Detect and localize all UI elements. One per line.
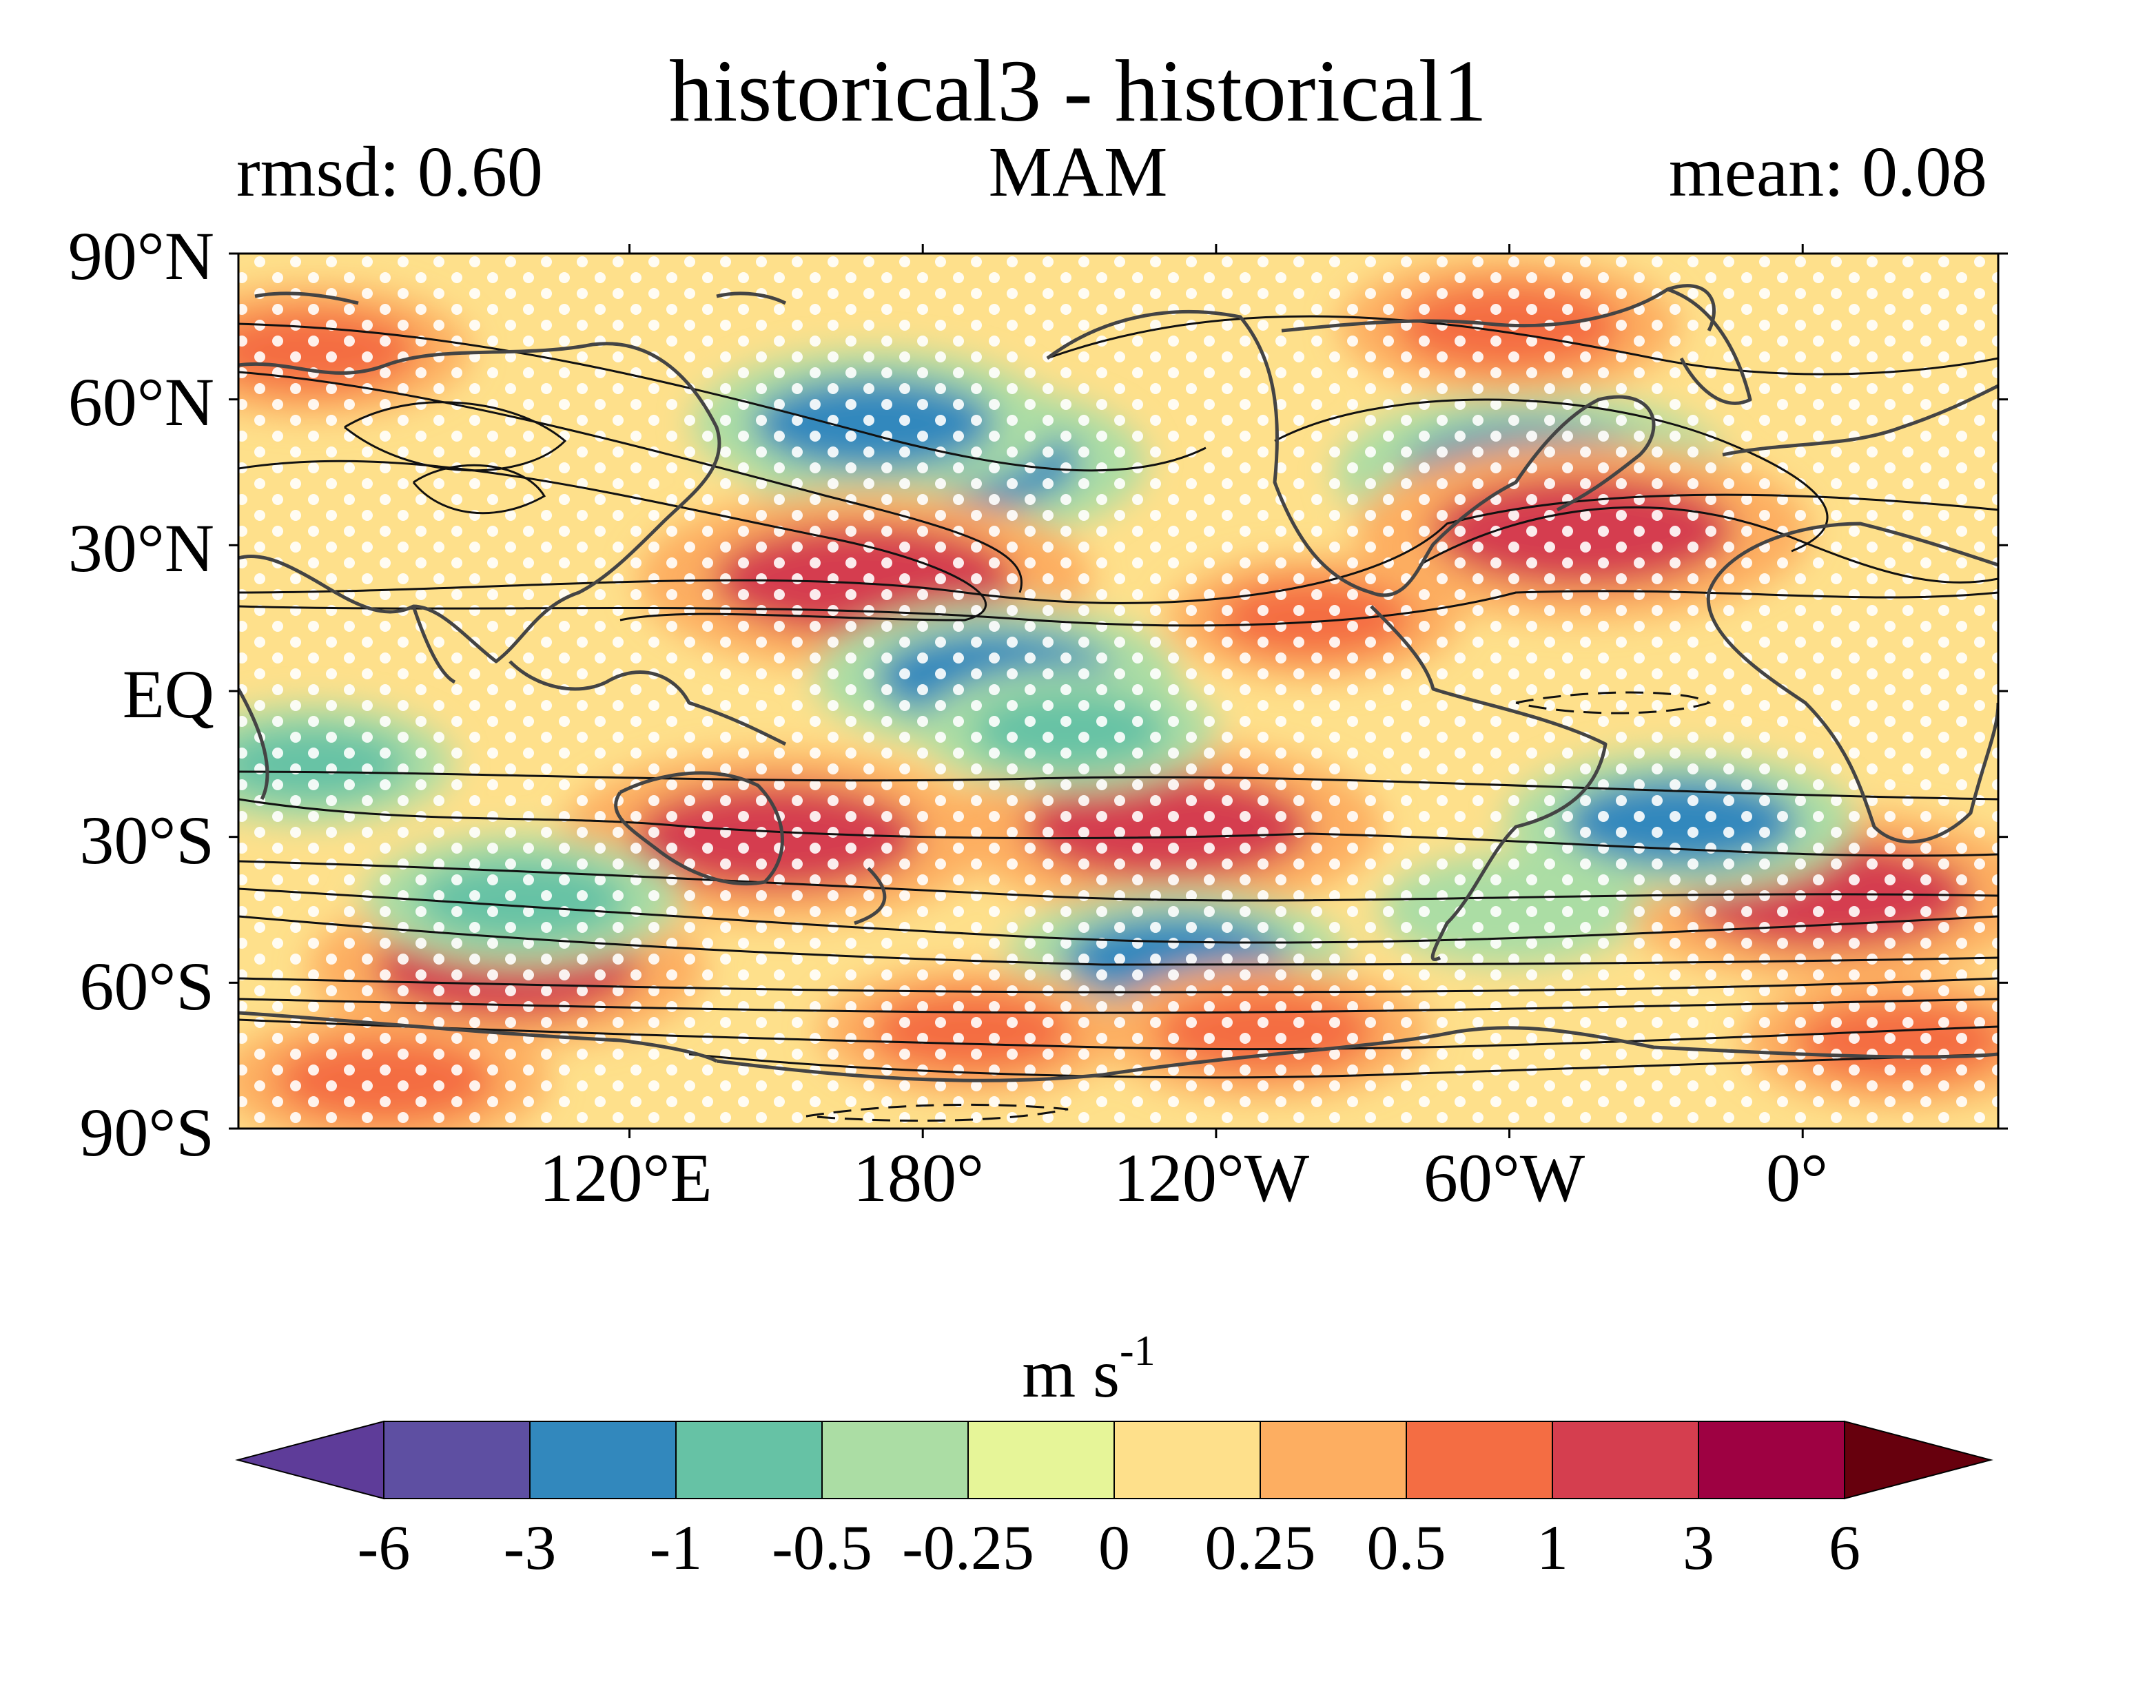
colorbar-tick-label: 1 (1537, 1512, 1568, 1583)
units-exponent: -1 (1120, 1328, 1156, 1375)
coastline-antarctica-west (238, 1011, 718, 1063)
coastline-south-america (1370, 605, 1608, 961)
coastlines (238, 284, 1998, 1082)
contour-line (238, 977, 1998, 994)
contour-line (1419, 506, 1998, 584)
coastline-greenland (1667, 287, 1752, 405)
colorbar-segment (529, 1421, 677, 1499)
contour-line (344, 401, 567, 472)
contour-line-negative (805, 1103, 1069, 1122)
colorbar-tick-label: 6 (1829, 1512, 1860, 1583)
colorbar-segment (1113, 1421, 1261, 1499)
colorbar-tick-label: -6 (357, 1512, 411, 1583)
season-annotation: MAM (988, 132, 1168, 212)
coastline-arctic-canada (1281, 284, 1716, 333)
colorbar-tick-label: -3 (503, 1512, 557, 1583)
contour-line (238, 860, 1998, 902)
contour-line-negative (1515, 691, 1712, 714)
contour-line (238, 322, 1207, 472)
colorbar-tick-label: -0.5 (772, 1512, 872, 1583)
colorbar-segment (821, 1421, 969, 1499)
colorbar-segment (1552, 1421, 1699, 1499)
contour-line (238, 998, 1998, 1014)
contour-line (238, 371, 1023, 593)
contour-line (238, 493, 1998, 604)
coastline-arctic-islands (716, 291, 787, 305)
mean-annotation: mean: 0.08 (1668, 132, 1987, 212)
colorbar-tick-label: -0.25 (902, 1512, 1034, 1583)
contour-line (238, 590, 1998, 627)
coastline-new-zealand (854, 867, 887, 925)
colorbar-segment (675, 1421, 823, 1499)
colorbar (235, 1420, 1993, 1500)
coastline-eurasia (238, 342, 721, 663)
contour-line (238, 915, 1998, 966)
colorbar-segment (383, 1421, 531, 1499)
colorbar-segment (1260, 1421, 1407, 1499)
colorbar-units: m s-1 (0, 1330, 2156, 1408)
colorbar-segment (1698, 1421, 1845, 1499)
colorbar-tick-label: -1 (649, 1512, 703, 1583)
y-tick-label: EQ (122, 656, 214, 732)
coastline-north-america (1046, 310, 1656, 597)
coastline-arctic-islands (254, 291, 359, 305)
coastline-antarctica (716, 1026, 1998, 1082)
contour-line (238, 887, 1998, 944)
x-tick-label: 0° (1766, 1140, 1828, 1216)
colorbar-extend-low (235, 1420, 384, 1500)
y-tick-label: 90°N (68, 218, 214, 294)
map-title: historical3 - historical1 (668, 42, 1488, 140)
colorbar-tick-label: 0.5 (1366, 1512, 1446, 1583)
coastline-africa-east (238, 688, 269, 801)
y-tick-label: 30°N (68, 510, 214, 586)
y-tick-label: 30°S (79, 802, 214, 878)
map-plot-area (238, 254, 1998, 1129)
units-text: m s (1022, 1335, 1120, 1412)
colorbar-segment (1406, 1421, 1553, 1499)
coastline-maritime (509, 660, 787, 746)
x-tick-label: 120°W (1113, 1140, 1310, 1216)
contour-line (412, 464, 546, 515)
coastline-africa-south (1706, 592, 1998, 844)
y-axis-ticks (229, 252, 2008, 1130)
contour-line (688, 1053, 1998, 1079)
contour-line (238, 770, 1998, 801)
coastline-europe (1722, 384, 1998, 457)
colorbar-tick-label: 0 (1098, 1512, 1130, 1583)
contour-line (238, 1018, 1998, 1051)
y-tick-label: 60°S (79, 948, 214, 1025)
contour-line (238, 798, 1998, 857)
x-tick-label: 60°W (1423, 1140, 1585, 1216)
coastline-africa-north (1707, 522, 1998, 593)
colorbar-tick-label: 0.25 (1204, 1512, 1316, 1583)
colorbar-extend-high (1844, 1420, 1993, 1500)
colorbar-segment (967, 1421, 1115, 1499)
x-tick-label: 120°E (539, 1140, 712, 1216)
contour-line (1047, 315, 1998, 375)
y-tick-label: 90°S (79, 1094, 214, 1171)
climatology-contours (238, 315, 1998, 1122)
x-tick-label: 180° (853, 1140, 984, 1216)
significance-stippling (238, 254, 1998, 1129)
x-axis-ticks (628, 244, 1804, 1138)
y-tick-label: 60°N (68, 364, 214, 440)
contour-line (1274, 398, 1829, 553)
coastline-australia (614, 771, 784, 885)
coastline-india (411, 606, 456, 684)
colorbar-tick-label: 3 (1683, 1512, 1714, 1583)
rmsd-annotation: rmsd: 0.60 (236, 132, 543, 212)
